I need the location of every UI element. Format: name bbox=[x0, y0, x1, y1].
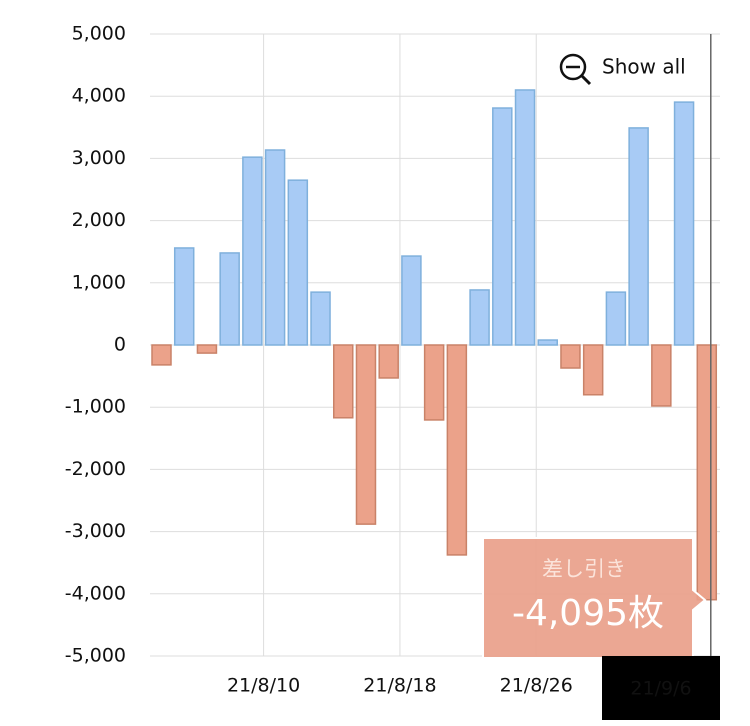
bar bbox=[151, 344, 172, 366]
zoom-icon bbox=[580, 74, 592, 86]
y-tick-label: 2,000 bbox=[72, 209, 126, 231]
y-tick-label: 1,000 bbox=[72, 271, 126, 293]
tooltip-value: -4,095枚 bbox=[512, 593, 664, 634]
y-tick-label: -1,000 bbox=[65, 396, 126, 418]
bar bbox=[310, 291, 331, 346]
button-label[interactable]: Show all bbox=[602, 55, 686, 79]
bar bbox=[537, 339, 558, 346]
show-all-button[interactable]: Show all bbox=[559, 53, 686, 86]
y-tick-label: 5,000 bbox=[72, 23, 126, 45]
bar bbox=[673, 101, 695, 346]
bar bbox=[560, 344, 581, 369]
bar bbox=[219, 252, 240, 346]
bar bbox=[651, 344, 672, 407]
bar bbox=[582, 344, 604, 396]
y-tick-label: 0 bbox=[114, 334, 126, 356]
x-tick-label: 21/9/6 bbox=[630, 678, 691, 700]
bar bbox=[242, 156, 263, 346]
bar bbox=[696, 344, 718, 601]
tooltip-label: 差し引き bbox=[542, 557, 626, 581]
bar bbox=[401, 255, 422, 346]
y-tick-label: 3,000 bbox=[72, 147, 126, 169]
tooltip-box bbox=[482, 537, 707, 659]
bar bbox=[628, 127, 649, 346]
bar bbox=[514, 89, 536, 346]
bar bbox=[264, 149, 286, 346]
bar bbox=[173, 247, 195, 346]
bar bbox=[333, 344, 354, 419]
bar bbox=[287, 179, 309, 346]
bar bbox=[605, 291, 627, 346]
bar bbox=[423, 344, 445, 421]
x-tick-label: 21/8/10 bbox=[227, 675, 300, 697]
bar bbox=[446, 344, 468, 556]
y-tick-label: -2,000 bbox=[65, 458, 126, 480]
x-tick-label: 21/8/18 bbox=[363, 675, 436, 697]
zoom-icon bbox=[559, 53, 587, 81]
bar bbox=[492, 107, 513, 346]
bar bbox=[196, 344, 218, 354]
bar bbox=[469, 289, 490, 346]
y-tick-label: -3,000 bbox=[65, 520, 126, 542]
y-tick-label: 4,000 bbox=[72, 85, 126, 107]
y-tick-label: -4,000 bbox=[65, 582, 126, 604]
bar bbox=[355, 344, 377, 525]
y-tick-label: -5,000 bbox=[65, 645, 126, 667]
x-tick-label: 21/8/26 bbox=[500, 675, 573, 697]
x-highlight-box bbox=[602, 656, 720, 720]
bar bbox=[378, 344, 399, 379]
